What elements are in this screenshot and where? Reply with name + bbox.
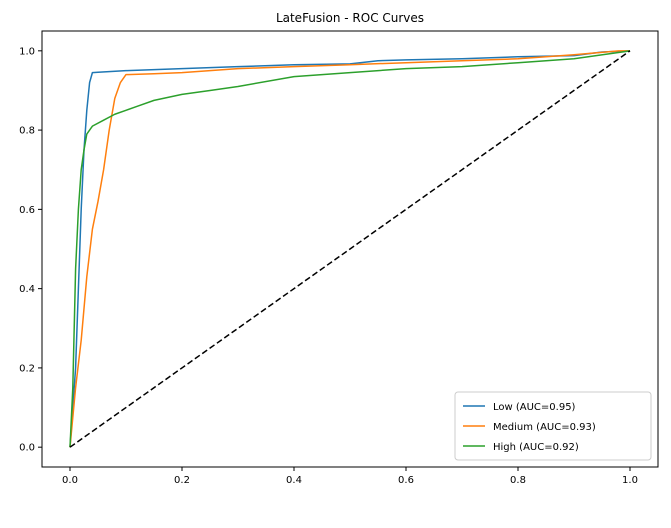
x-tick-label: 0.8 bbox=[510, 475, 526, 486]
x-tick-label: 0.4 bbox=[286, 475, 302, 486]
x-tick-label: 0.6 bbox=[398, 475, 414, 486]
plot-area bbox=[69, 50, 631, 448]
y-tick-label: 0.2 bbox=[19, 363, 35, 374]
x-tick-label: 1.0 bbox=[622, 475, 638, 486]
y-tick-label: 0.8 bbox=[19, 126, 35, 137]
x-tick-label: 0.0 bbox=[62, 475, 78, 486]
legend-label: Low (AUC=0.95) bbox=[493, 402, 576, 413]
legend-label: Medium (AUC=0.93) bbox=[493, 422, 596, 433]
y-tick-label: 0.6 bbox=[19, 205, 35, 216]
series-line-medium bbox=[69, 50, 630, 448]
y-tick-label: 1.0 bbox=[19, 46, 35, 57]
x-tick-label: 0.2 bbox=[174, 475, 190, 486]
plot-frame bbox=[41, 30, 659, 468]
legend-box bbox=[454, 391, 652, 461]
y-axis: 0.0 0.2 0.4 0.6 0.8 1.0 bbox=[19, 46, 42, 454]
reference-diagonal-line bbox=[69, 50, 631, 448]
series-line-high bbox=[69, 50, 631, 448]
y-tick-label: 0.4 bbox=[19, 284, 35, 295]
y-tick-label: 0.0 bbox=[19, 443, 35, 454]
series-line-low bbox=[69, 50, 631, 448]
x-axis: 0.0 0.2 0.4 0.6 0.8 1.0 bbox=[62, 467, 638, 486]
legend-label: High (AUC=0.92) bbox=[493, 442, 579, 453]
legend: Low (AUC=0.95) Medium (AUC=0.93) High (AUC… bbox=[454, 391, 652, 461]
chart-title: LateFusion - ROC Curves bbox=[276, 11, 424, 25]
